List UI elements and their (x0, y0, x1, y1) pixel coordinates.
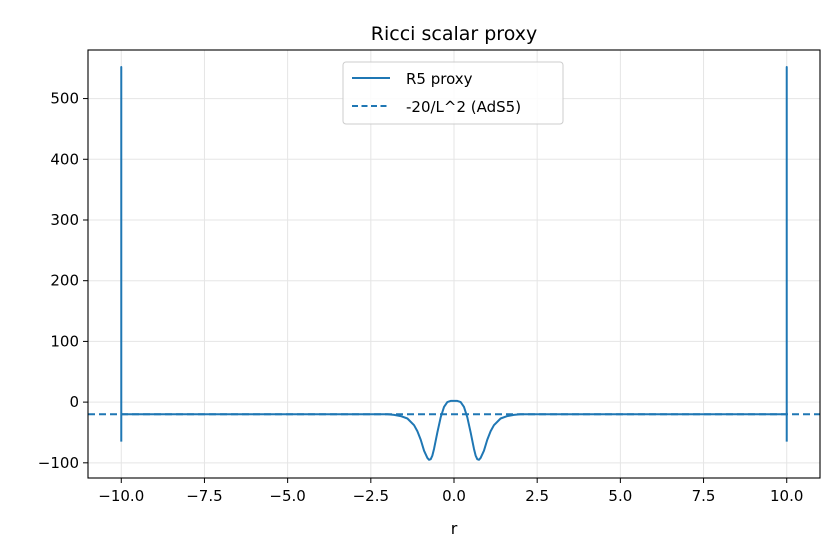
x-axis-label: r (451, 519, 458, 538)
series-layer (88, 66, 820, 461)
x-tick-label: −10.0 (98, 487, 144, 505)
x-tick-label: 0.0 (442, 487, 466, 505)
legend-label-r5-proxy: R5 proxy (406, 70, 473, 88)
x-tick-label: 10.0 (770, 487, 803, 505)
x-tick-label: 7.5 (692, 487, 716, 505)
y-tick-label: 100 (50, 332, 79, 350)
legend-box (342, 61, 564, 125)
y-axis-ticks: −100 0 100 200 300 400 500 (38, 90, 88, 472)
legend: R5 proxy -20/L^2 (AdS5) (342, 61, 564, 125)
y-tick-label: 200 (50, 272, 79, 290)
x-tick-label: −2.5 (353, 487, 389, 505)
y-tick-label: 0 (69, 393, 79, 411)
x-tick-label: −7.5 (186, 487, 222, 505)
y-tick-label: −100 (38, 454, 79, 472)
x-tick-label: 2.5 (525, 487, 549, 505)
y-tick-label: 400 (50, 150, 79, 168)
chart-title: Ricci scalar proxy (371, 23, 537, 45)
x-tick-label: −5.0 (269, 487, 305, 505)
legend-label-ads5: -20/L^2 (AdS5) (406, 98, 521, 116)
y-tick-label: 500 (50, 90, 79, 108)
y-tick-label: 300 (50, 211, 79, 229)
x-tick-label: 5.0 (608, 487, 632, 505)
x-axis-ticks: −10.0 −7.5 −5.0 −2.5 0.0 2.5 5.0 7.5 10.0 (98, 478, 803, 505)
